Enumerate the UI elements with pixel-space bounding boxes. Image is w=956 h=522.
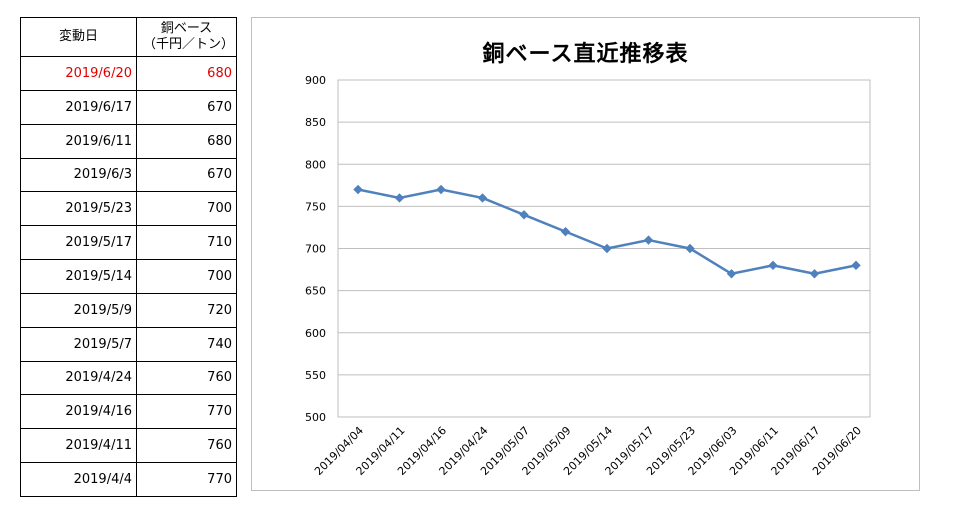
row-date: 2019/5/9	[20, 292, 137, 328]
y-tick-label: 750	[305, 200, 326, 213]
y-tick-label: 550	[305, 369, 326, 382]
data-point	[726, 269, 737, 279]
series-line	[357, 188, 857, 276]
header-date: 変動日	[20, 17, 137, 57]
row-value: 770	[136, 394, 237, 430]
y-tick-label: 800	[305, 158, 326, 171]
row-value: 740	[136, 326, 237, 362]
y-tick-label: 900	[305, 74, 326, 87]
row-value: 700	[136, 191, 237, 227]
data-point	[643, 235, 654, 245]
data-point	[477, 193, 488, 203]
table-row: 2019/6/17 670	[20, 89, 237, 125]
data-point	[602, 243, 612, 254]
table-row: 2019/5/9 720	[20, 292, 237, 328]
row-value: 710	[136, 225, 237, 261]
table-row: 2019/4/24 760	[20, 360, 237, 396]
data-point	[436, 184, 446, 195]
y-tick-label: 500	[305, 411, 326, 424]
line-chart: 5005506006507007508008509002019/04/04201…	[305, 74, 871, 478]
data-point	[560, 226, 571, 237]
data-point	[768, 260, 778, 271]
row-date: 2019/6/17	[20, 89, 137, 125]
data-point	[685, 243, 695, 254]
row-date: 2019/5/17	[20, 225, 137, 261]
row-date: 2019/4/16	[20, 394, 137, 430]
chart-title: 銅ベース直近推移表	[482, 42, 689, 67]
data-point	[809, 269, 820, 279]
row-value: 680	[136, 123, 237, 159]
table-row: 2019/6/3 670	[20, 157, 237, 193]
row-value: 760	[136, 428, 237, 464]
table-row: 2019/5/17 710	[20, 225, 237, 261]
copper-base-table: 変動日 銅ベース （千円／トン） 2019/6/20 680 2019/6/17 67…	[20, 17, 237, 497]
table-row: 2019/4/4 770	[20, 462, 237, 497]
table-row: 2019/4/11 760	[20, 428, 237, 464]
row-date: 2019/5/14	[20, 259, 137, 294]
y-tick-label: 700	[305, 243, 326, 256]
table-row: 2019/4/16 770	[20, 394, 237, 430]
row-date: 2019/6/11	[20, 123, 137, 159]
table-row: 2019/5/7 740	[20, 326, 237, 362]
y-tick-label: 850	[305, 116, 326, 129]
row-value: 760	[136, 360, 237, 396]
data-point	[394, 193, 405, 203]
table-row: 2019/6/20 680	[20, 55, 237, 91]
row-date: 2019/6/3	[20, 157, 137, 193]
row-date: 2019/5/7	[20, 326, 137, 362]
header-value: 銅ベース （千円／トン）	[136, 17, 237, 57]
header-value-line1: 銅ベース	[160, 20, 213, 36]
y-tick-label: 650	[305, 285, 326, 298]
table-row: 2019/6/11 680	[20, 123, 237, 159]
row-value: 700	[136, 259, 237, 294]
header-value-line2: （千円／トン）	[143, 36, 235, 52]
row-value: 720	[136, 292, 237, 328]
row-value: 680	[136, 55, 237, 91]
row-date: 2019/4/4	[20, 462, 137, 497]
row-date: 2019/5/23	[20, 191, 137, 227]
table-row: 2019/5/23 700	[20, 191, 237, 227]
row-value: 770	[136, 462, 237, 497]
y-tick-label: 600	[305, 327, 326, 340]
chart-area: 銅ベース直近推移表 500 550 600 650 700 750 800 850 900 201…	[251, 17, 920, 491]
data-point	[353, 184, 363, 195]
data-point	[851, 260, 861, 271]
row-date: 2019/4/11	[20, 428, 137, 464]
row-value: 670	[136, 89, 237, 125]
row-value: 670	[136, 157, 237, 193]
data-point	[519, 210, 529, 220]
table-header-row: 変動日 銅ベース （千円／トン）	[20, 17, 237, 57]
table-row: 2019/5/14 700	[20, 259, 237, 294]
row-date: 2019/4/24	[20, 360, 137, 396]
row-date: 2019/6/20	[20, 55, 137, 91]
